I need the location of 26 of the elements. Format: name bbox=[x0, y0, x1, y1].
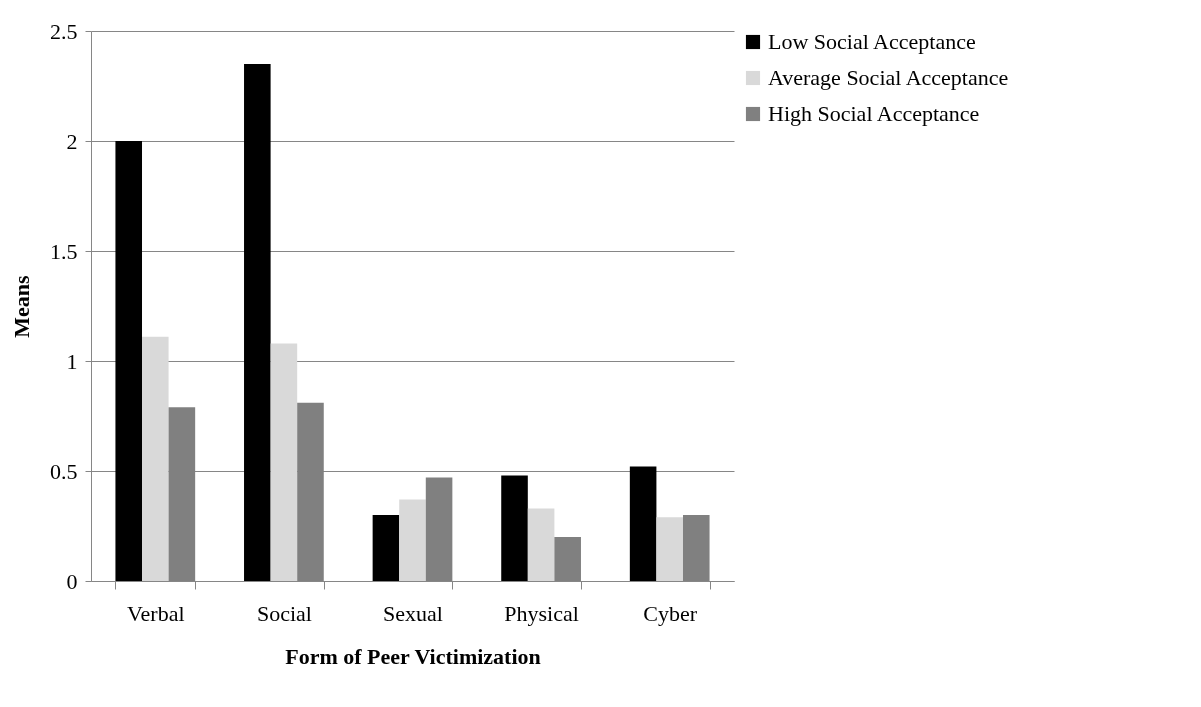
x-tick-label: Cyber bbox=[643, 600, 698, 626]
y-tick-label: 0 bbox=[66, 568, 78, 594]
y-tick-label: 2.5 bbox=[50, 18, 78, 44]
legend-label: Low Social Acceptance bbox=[768, 29, 976, 54]
bar bbox=[244, 64, 271, 581]
x-tick-label: Verbal bbox=[127, 600, 185, 626]
x-axis-title: Form of Peer Victimization bbox=[285, 643, 541, 669]
bar bbox=[501, 475, 528, 581]
bar bbox=[399, 499, 426, 581]
bar bbox=[372, 515, 400, 581]
x-tick-label: Sexual bbox=[383, 600, 443, 626]
y-tick-label: 1 bbox=[66, 348, 78, 374]
bar bbox=[527, 508, 555, 581]
bar bbox=[142, 336, 169, 581]
y-tick-label: 1.5 bbox=[50, 238, 78, 264]
bar bbox=[629, 466, 657, 581]
bar bbox=[115, 141, 143, 581]
y-tick-label: 0.5 bbox=[50, 458, 78, 484]
legend-label: High Social Acceptance bbox=[768, 101, 980, 126]
legend-label: Average Social Acceptance bbox=[768, 65, 1009, 90]
bar bbox=[270, 343, 298, 581]
y-axis-title: Means bbox=[9, 274, 34, 338]
y-tick-label: 2 bbox=[66, 128, 78, 154]
bar bbox=[656, 517, 683, 581]
x-tick-label: Physical bbox=[504, 600, 579, 626]
x-tick-label: Social bbox=[256, 600, 312, 626]
